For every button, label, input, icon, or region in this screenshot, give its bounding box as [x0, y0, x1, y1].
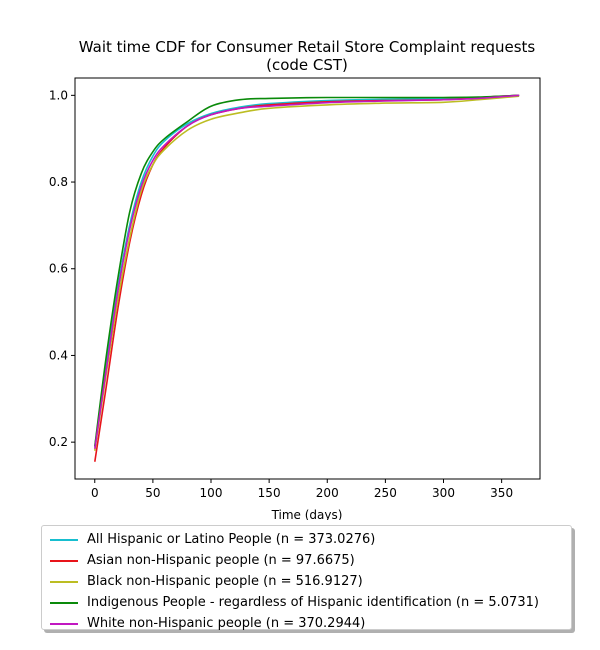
chart-title: Wait time CDF for Consumer Retail Store … — [79, 38, 536, 56]
legend-label: Asian non-Hispanic people (n = 97.6675) — [87, 553, 355, 568]
y-tick-label: 0.8 — [49, 175, 68, 189]
legend-label: Indigenous People - regardless of Hispan… — [87, 595, 539, 610]
y-tick-label: 0.2 — [49, 435, 68, 449]
y-tick-label: 1.0 — [49, 88, 68, 102]
legend-label: All Hispanic or Latino People (n = 373.0… — [87, 532, 376, 547]
x-tick-label: 300 — [432, 486, 455, 500]
series-line-4 — [94, 94, 520, 449]
legend-item: Asian non-Hispanic people (n = 97.6675) — [42, 550, 571, 571]
x-axis: 0 50 100 150 200 250 300 350 — [91, 479, 513, 500]
y-axis: 0.2 0.4 0.6 0.8 1.0 — [49, 88, 75, 449]
legend-swatch — [50, 538, 78, 541]
series-layer — [94, 94, 520, 462]
legend-item: All Hispanic or Latino People (n = 373.0… — [42, 529, 571, 550]
y-tick-label: 0.4 — [49, 348, 68, 362]
x-tick-label: 0 — [91, 486, 99, 500]
x-tick-label: 150 — [258, 486, 281, 500]
legend-swatch — [50, 601, 78, 604]
y-tick-label: 0.6 — [49, 262, 68, 276]
legend-item: Black non-Hispanic people (n = 516.9127) — [42, 571, 571, 592]
cdf-chart: Wait time CDF for Consumer Retail Store … — [49, 38, 541, 520]
series-line-3 — [94, 94, 520, 447]
legend-swatch — [50, 559, 78, 562]
series-line-1 — [94, 94, 520, 462]
legend-label: White non-Hispanic people (n = 370.2944) — [87, 616, 366, 631]
series-line-0 — [94, 94, 520, 447]
series-line-2 — [94, 95, 520, 451]
x-tick-label: 350 — [490, 486, 513, 500]
legend-label: Black non-Hispanic people (n = 516.9127) — [87, 574, 363, 589]
legend-swatch — [50, 622, 78, 625]
chart-subtitle: (code CST) — [266, 56, 348, 74]
legend-item: Indigenous People - regardless of Hispan… — [42, 592, 571, 613]
legend-item: White non-Hispanic people (n = 370.2944) — [42, 613, 571, 634]
x-axis-label: Time (days) — [271, 508, 343, 520]
legend: All Hispanic or Latino People (n = 373.0… — [41, 525, 572, 631]
x-tick-label: 200 — [316, 486, 339, 500]
x-tick-label: 250 — [374, 486, 397, 500]
legend-swatch — [50, 580, 78, 583]
plot-frame — [74, 77, 541, 480]
x-tick-label: 100 — [200, 486, 223, 500]
x-tick-label: 50 — [145, 486, 160, 500]
